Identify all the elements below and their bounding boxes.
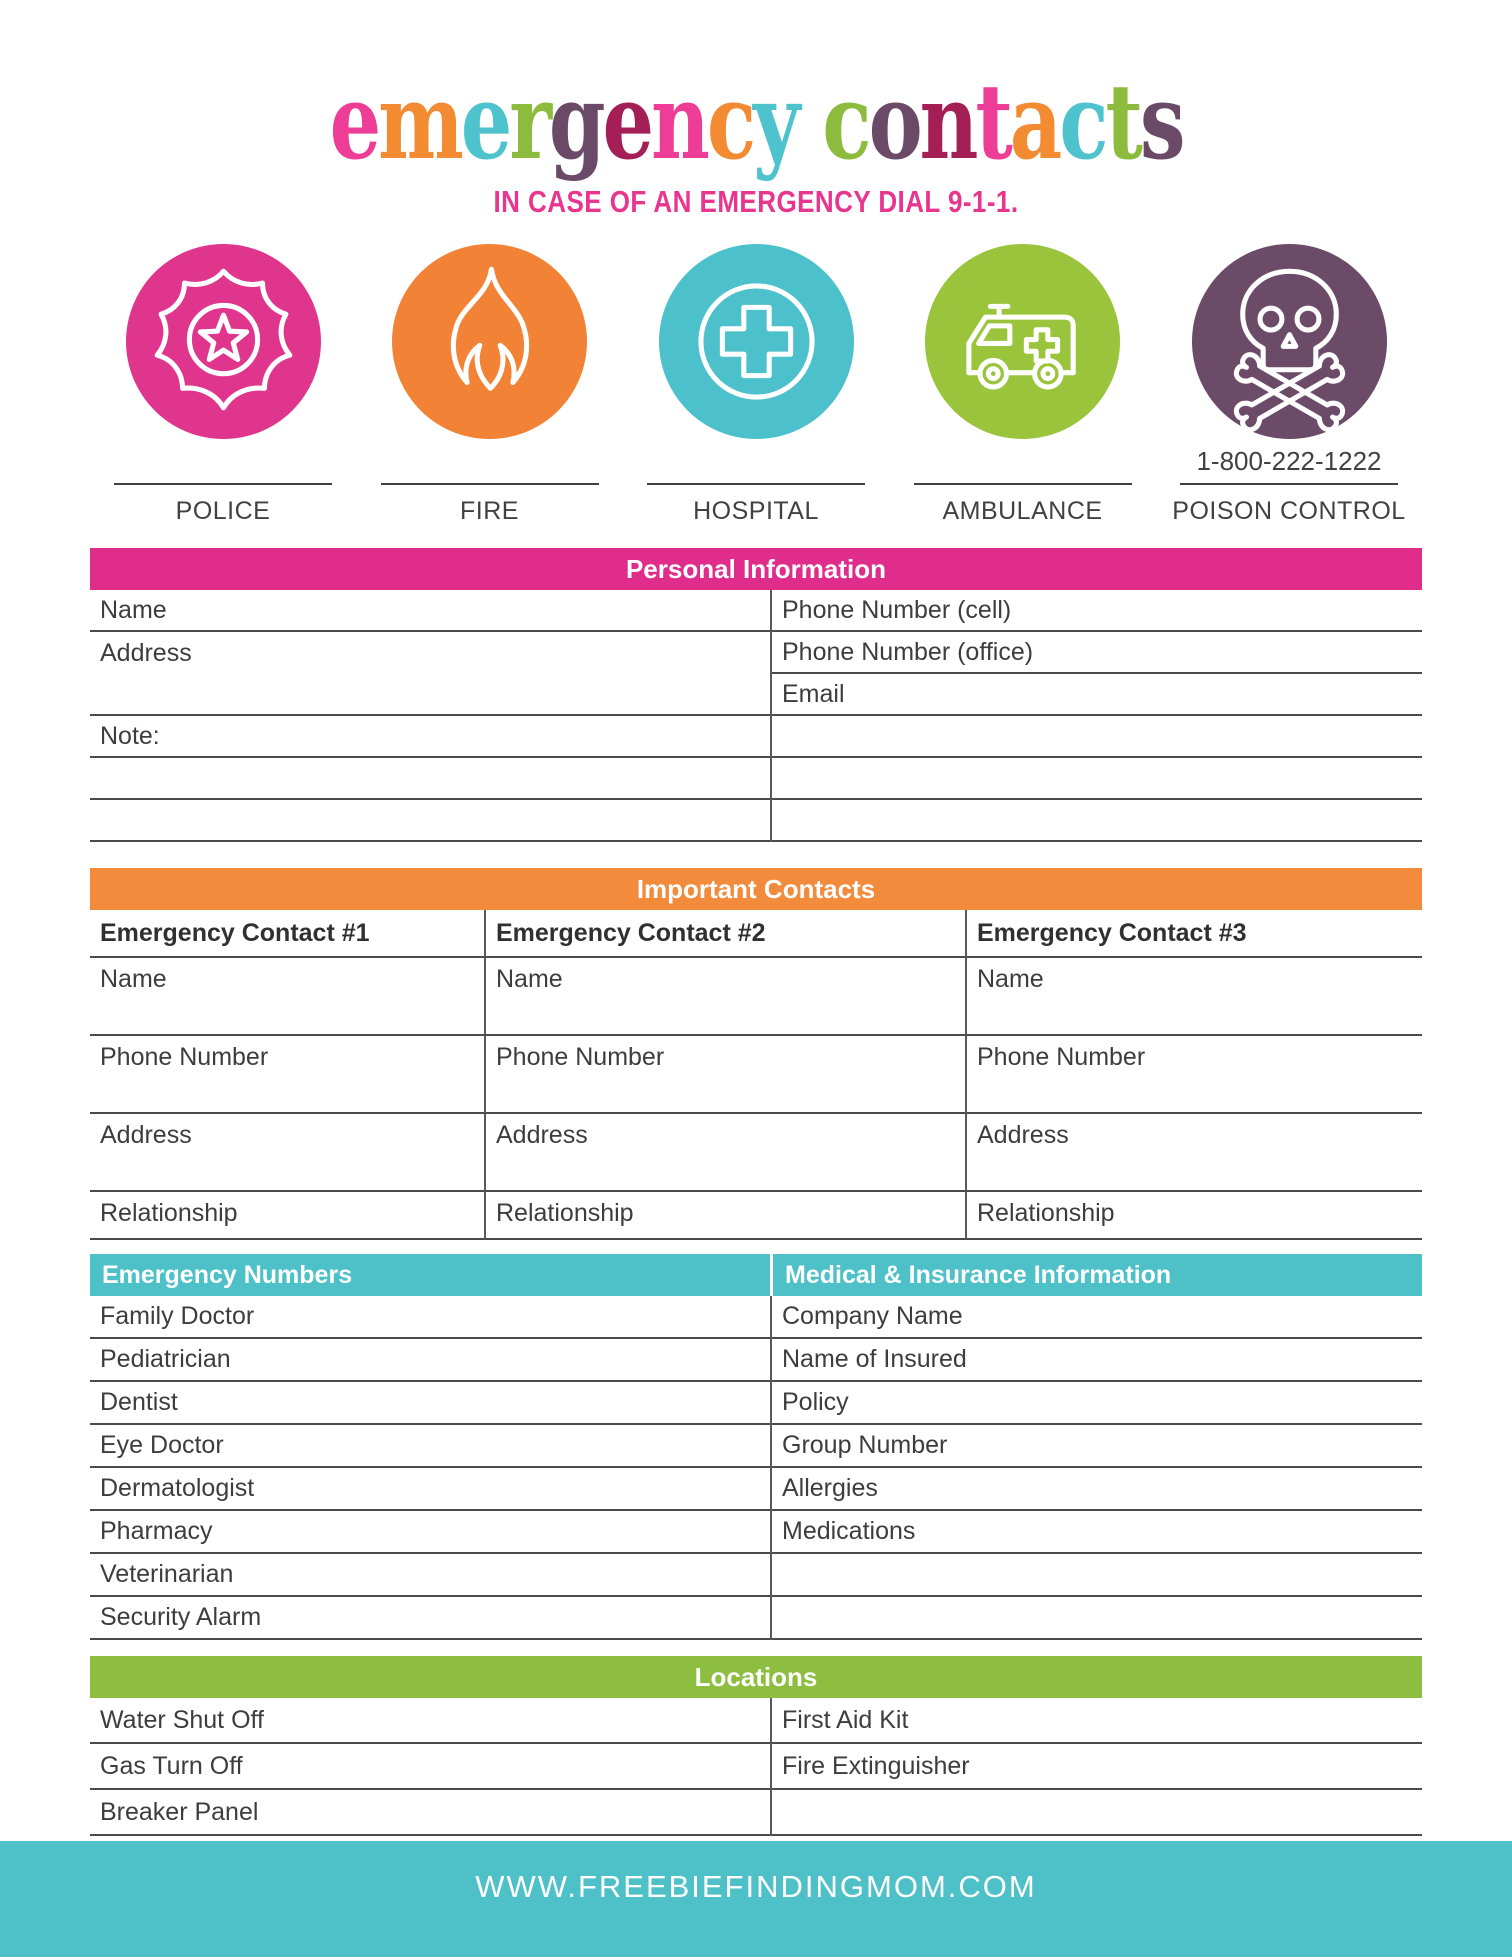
- write-in-line: [1180, 483, 1398, 485]
- police-badge-icon: [125, 244, 321, 439]
- service-label: POISON CONTROL: [1172, 497, 1406, 525]
- service-ambulance: AMBULANCE: [890, 244, 1156, 526]
- contact-column-header: Emergency Contact #2: [484, 910, 965, 958]
- write-in-line: [380, 483, 599, 485]
- field-cell: Name: [90, 590, 770, 632]
- field-cell: Veterinarian: [90, 1554, 770, 1597]
- service-police: POLICE: [90, 244, 356, 526]
- write-in-line: [913, 483, 1132, 485]
- field-cell: Pharmacy: [90, 1511, 770, 1554]
- field-cell: Fire Extinguisher: [772, 1744, 1422, 1790]
- section-locations: Locations Water Shut Off Gas Turn Off Br…: [90, 1656, 1422, 1836]
- personal-information-table: Name Address Note: Phone Number (cell) P…: [90, 590, 1422, 842]
- field-cell: Name: [965, 958, 1422, 1036]
- field-cell: Phone Number: [90, 1036, 484, 1114]
- page-title: emergency contacts: [329, 60, 1186, 183]
- service-phone: [623, 439, 889, 483]
- field-cell: [772, 800, 1422, 842]
- field-cell: Water Shut Off: [90, 1698, 770, 1744]
- field-cell: Email: [772, 674, 1422, 716]
- field-cell: [772, 758, 1422, 800]
- service-poison-control: 1-800-222-1222 POISON CONTROL: [1156, 244, 1422, 526]
- field-cell: [772, 1790, 1422, 1836]
- service-fire: FIRE: [357, 244, 623, 526]
- emergency-numbers-header: Emergency Numbers: [90, 1254, 770, 1296]
- field-cell: [772, 1554, 1422, 1597]
- service-label: HOSPITAL: [693, 497, 819, 525]
- emergency-numbers-table: Family Doctor Pediatrician Dentist Eye D…: [90, 1296, 1422, 1640]
- field-cell: Name: [90, 958, 484, 1036]
- field-cell: [772, 716, 1422, 758]
- field-cell: [90, 800, 770, 842]
- write-in-line: [114, 483, 332, 485]
- medical-cross-icon: [658, 244, 854, 439]
- service-label: POLICE: [175, 497, 271, 525]
- field-cell: Phone Number: [965, 1036, 1422, 1114]
- medical-insurance-header: Medical & Insurance Information: [770, 1254, 1422, 1296]
- field-cell: Gas Turn Off: [90, 1744, 770, 1790]
- page-subtitle: IN CASE OF AN EMERGENCY DIAL 9-1-1.: [493, 184, 1019, 219]
- field-cell: Address: [90, 1114, 484, 1192]
- important-contacts-header: Important Contacts: [90, 868, 1422, 910]
- field-cell: Relationship: [484, 1192, 965, 1240]
- contact-column-header: Emergency Contact #1: [90, 910, 484, 958]
- personal-information-header: Personal Information: [90, 548, 1422, 590]
- section-personal-information: Personal Information Name Address Note: …: [90, 548, 1422, 842]
- service-hospital: HOSPITAL: [623, 244, 889, 526]
- field-cell: Name of Insured: [772, 1339, 1422, 1382]
- field-cell: Address: [90, 632, 770, 716]
- field-cell: Note:: [90, 716, 770, 758]
- service-label: FIRE: [460, 497, 519, 525]
- section-important-contacts: Important Contacts Emergency Contact #1 …: [90, 868, 1422, 1240]
- locations-header: Locations: [90, 1656, 1422, 1698]
- field-cell: Dermatologist: [90, 1468, 770, 1511]
- field-cell: Eye Doctor: [90, 1425, 770, 1468]
- field-cell: Relationship: [965, 1192, 1422, 1240]
- field-cell: Phone Number: [484, 1036, 965, 1114]
- field-cell: Group Number: [772, 1425, 1422, 1468]
- field-cell: Address: [484, 1114, 965, 1192]
- service-phone: [90, 439, 356, 483]
- flame-icon: [392, 244, 587, 439]
- skull-crossbones-icon: [1191, 244, 1387, 439]
- emergency-services-row: POLICE FIRE: [90, 244, 1422, 526]
- field-cell: Phone Number (office): [772, 632, 1422, 674]
- field-cell: Company Name: [772, 1296, 1422, 1339]
- field-cell: Allergies: [772, 1468, 1422, 1511]
- field-cell: Policy: [772, 1382, 1422, 1425]
- service-phone: [890, 439, 1156, 483]
- field-cell: Address: [965, 1114, 1422, 1192]
- field-cell: Breaker Panel: [90, 1790, 770, 1836]
- field-cell: [772, 1597, 1422, 1640]
- service-phone: [357, 439, 623, 483]
- field-cell: Security Alarm: [90, 1597, 770, 1640]
- field-cell: Phone Number (cell): [772, 590, 1422, 632]
- footer-website: WWW.FREEBIEFINDINGMOM.COM: [0, 1841, 1512, 1957]
- field-cell: Medications: [772, 1511, 1422, 1554]
- poison-control-phone: 1-800-222-1222: [1196, 446, 1382, 476]
- important-contacts-table: Emergency Contact #1 Emergency Contact #…: [90, 910, 1422, 1240]
- locations-table: Water Shut Off Gas Turn Off Breaker Pane…: [90, 1698, 1422, 1836]
- field-cell: Relationship: [90, 1192, 484, 1240]
- ambulance-icon: [925, 244, 1120, 439]
- service-label: AMBULANCE: [942, 497, 1103, 525]
- field-cell: Name: [484, 958, 965, 1036]
- field-cell: Pediatrician: [90, 1339, 770, 1382]
- write-in-line: [647, 483, 865, 485]
- field-cell: [90, 758, 770, 800]
- contact-column-header: Emergency Contact #3: [965, 910, 1422, 958]
- field-cell: Dentist: [90, 1382, 770, 1425]
- field-cell: Family Doctor: [90, 1296, 770, 1339]
- section-emergency-numbers-medical: Emergency Numbers Medical & Insurance In…: [90, 1254, 1422, 1640]
- field-cell: First Aid Kit: [772, 1698, 1422, 1744]
